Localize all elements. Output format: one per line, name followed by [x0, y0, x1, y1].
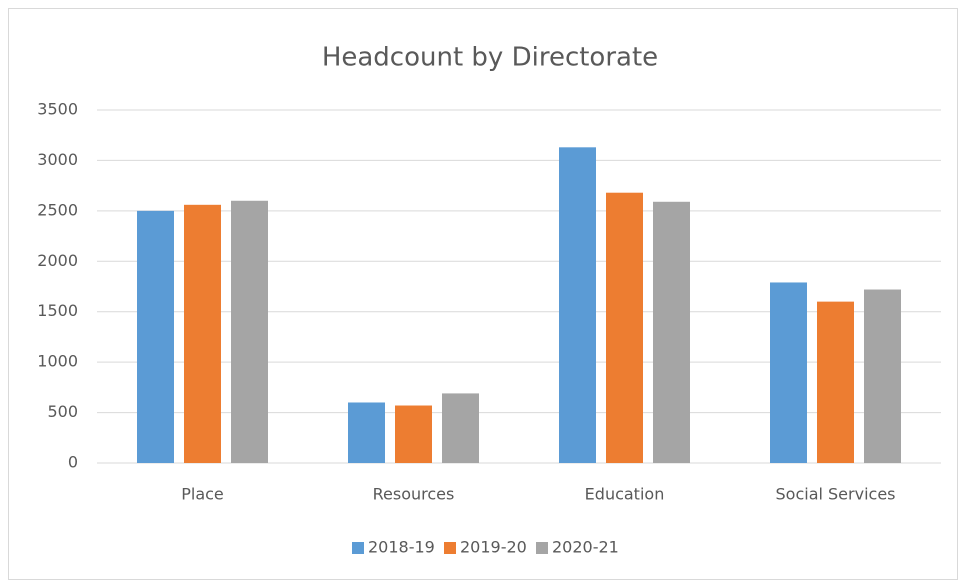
bar — [606, 192, 643, 463]
bar — [770, 282, 807, 463]
bar — [137, 210, 174, 463]
x-tick-label: Education — [585, 485, 665, 504]
bar — [348, 402, 385, 463]
legend-label: 2019-20 — [460, 538, 527, 557]
bar — [559, 147, 596, 463]
y-tick-label: 3000 — [37, 150, 78, 169]
x-tick-label: Resources — [373, 485, 455, 504]
bar — [864, 289, 901, 463]
y-tick-label: 2500 — [37, 200, 78, 219]
bar — [653, 201, 690, 463]
y-tick-label: 0 — [68, 453, 78, 472]
x-tick-label: Social Services — [776, 485, 896, 504]
legend-label: 2018-19 — [368, 538, 435, 557]
y-tick-label: 2000 — [37, 251, 78, 270]
bar — [395, 405, 432, 463]
legend-swatch — [352, 542, 364, 554]
legend-swatch — [536, 542, 548, 554]
legend-swatch — [444, 542, 456, 554]
bar — [817, 301, 854, 463]
bar — [184, 204, 221, 463]
bar — [442, 393, 479, 463]
legend-label: 2020-21 — [552, 538, 619, 557]
y-tick-label: 3500 — [37, 100, 78, 119]
x-tick-label: Place — [181, 485, 224, 504]
y-tick-label: 1500 — [37, 301, 78, 320]
bar — [231, 200, 268, 463]
y-tick-label: 1000 — [37, 352, 78, 371]
y-tick-label: 500 — [47, 402, 78, 421]
chart-title: Headcount by Directorate — [322, 43, 658, 73]
